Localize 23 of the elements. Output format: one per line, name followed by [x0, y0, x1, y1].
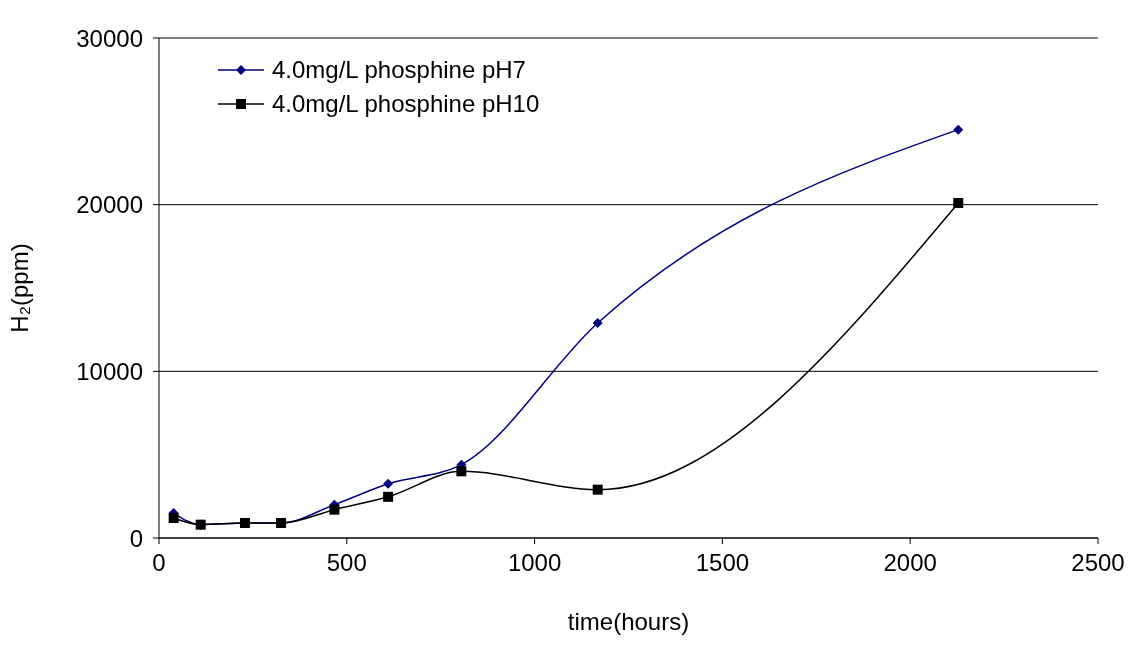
x-tick-label: 2500 [1071, 549, 1125, 577]
x-tick-label: 500 [326, 549, 367, 577]
point [329, 504, 340, 515]
point [953, 198, 964, 208]
point [953, 124, 964, 135]
x-tick-label: 2000 [883, 549, 937, 577]
legend-label: 4.0mg/L phosphine pH7 [272, 56, 526, 84]
point [383, 478, 394, 489]
y-tick-label: 10000 [76, 357, 143, 385]
point [592, 484, 603, 495]
y-tick-label: 20000 [76, 191, 143, 219]
point [592, 318, 603, 328]
x-tick-label: 1000 [507, 549, 562, 577]
y-axis-title: H₂(ppm) [5, 243, 33, 333]
x-tick-label: 1500 [695, 549, 750, 577]
legend-label: 4.0mg/L phosphine pH10 [272, 90, 540, 118]
y-tick-label: 0 [129, 524, 143, 552]
point [168, 513, 179, 523]
point [383, 491, 394, 502]
x-axis-title: time(hours) [567, 608, 690, 636]
point [456, 466, 467, 477]
x-tick-label: 0 [152, 549, 166, 577]
y-tick-label: 30000 [76, 24, 143, 52]
